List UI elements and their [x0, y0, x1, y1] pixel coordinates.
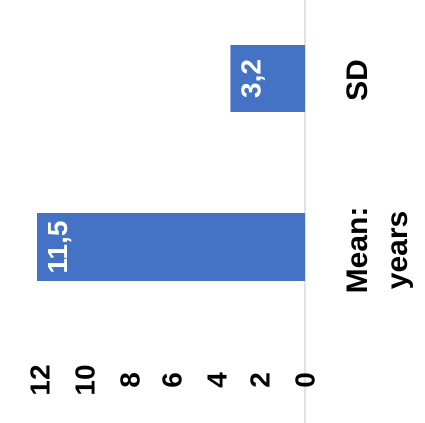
- category-label: SD: [341, 59, 374, 101]
- data-label: 3,2: [235, 59, 266, 98]
- data-label: 11,5: [42, 221, 73, 274]
- value-tick-label: 4: [202, 372, 233, 388]
- value-tick-label: 10: [70, 364, 101, 395]
- category-labels: Mean: years SD: [341, 59, 414, 293]
- value-tick-label: 12: [25, 364, 56, 395]
- value-tick-label: 6: [157, 372, 188, 388]
- value-tick-label: 8: [115, 372, 146, 388]
- category-label: Mean: years: [341, 207, 414, 294]
- bar: [230, 45, 305, 112]
- bars: 11,5 3,2: [37, 45, 305, 281]
- bar: [37, 213, 305, 281]
- value-tick-label: 2: [245, 372, 276, 388]
- value-tick-label: 0: [290, 372, 321, 388]
